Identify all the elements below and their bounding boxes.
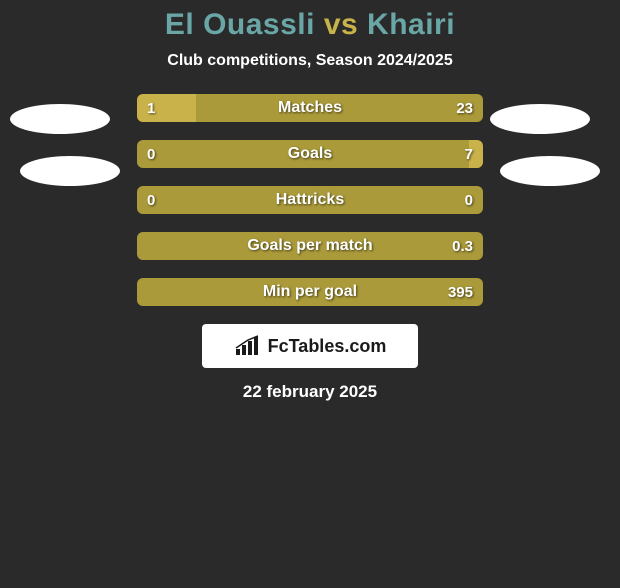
player1-badge-bottom bbox=[20, 156, 120, 186]
player2-badge-bottom bbox=[500, 156, 600, 186]
bar-label: Min per goal bbox=[137, 278, 483, 306]
brand-badge: FcTables.com bbox=[202, 324, 418, 368]
bar-label: Goals per match bbox=[137, 232, 483, 260]
date-text: 22 february 2025 bbox=[0, 382, 620, 402]
bar-row: Goals per match0.3 bbox=[137, 232, 483, 260]
player2-badge-top bbox=[490, 104, 590, 134]
bar-label: Hattricks bbox=[137, 186, 483, 214]
title-vs: vs bbox=[324, 8, 358, 41]
bars-chart-icon bbox=[234, 335, 262, 357]
bar-value-right: 0.3 bbox=[452, 232, 473, 260]
bar-row: 1Matches23 bbox=[137, 94, 483, 122]
brand-text: FcTables.com bbox=[268, 336, 387, 357]
content-area: 1Matches230Goals70Hattricks0Goals per ma… bbox=[0, 94, 620, 402]
subtitle: Club competitions, Season 2024/2025 bbox=[0, 52, 620, 70]
bar-label: Matches bbox=[137, 94, 483, 122]
bar-value-right: 7 bbox=[465, 140, 473, 168]
bar-value-right: 23 bbox=[456, 94, 473, 122]
bar-label: Goals bbox=[137, 140, 483, 168]
bar-value-right: 0 bbox=[465, 186, 473, 214]
bar-row: Min per goal395 bbox=[137, 278, 483, 306]
page-title: El Ouassli vs Khairi bbox=[0, 8, 620, 42]
bar-row: 0Hattricks0 bbox=[137, 186, 483, 214]
comparison-bars: 1Matches230Goals70Hattricks0Goals per ma… bbox=[137, 94, 483, 306]
bar-value-right: 395 bbox=[448, 278, 473, 306]
player1-badge-top bbox=[10, 104, 110, 134]
bar-row: 0Goals7 bbox=[137, 140, 483, 168]
title-player1: El Ouassli bbox=[165, 8, 315, 41]
title-player2: Khairi bbox=[367, 8, 455, 41]
